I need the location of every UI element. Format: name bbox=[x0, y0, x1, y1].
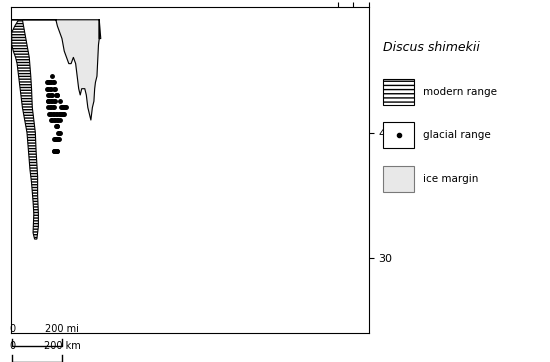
Text: Discus shimekii: Discus shimekii bbox=[383, 41, 480, 54]
Text: modern range: modern range bbox=[424, 87, 497, 97]
Text: glacial range: glacial range bbox=[424, 130, 491, 140]
Polygon shape bbox=[12, 20, 38, 239]
Bar bbox=[383, 79, 415, 105]
Text: ice margin: ice margin bbox=[424, 174, 478, 184]
Text: 200 km: 200 km bbox=[43, 341, 80, 350]
Bar bbox=[383, 166, 415, 192]
Polygon shape bbox=[12, 20, 101, 120]
Bar bbox=[383, 122, 415, 148]
Text: 0: 0 bbox=[9, 341, 15, 350]
Text: 200 mi: 200 mi bbox=[45, 324, 79, 334]
Text: 0: 0 bbox=[9, 324, 15, 334]
